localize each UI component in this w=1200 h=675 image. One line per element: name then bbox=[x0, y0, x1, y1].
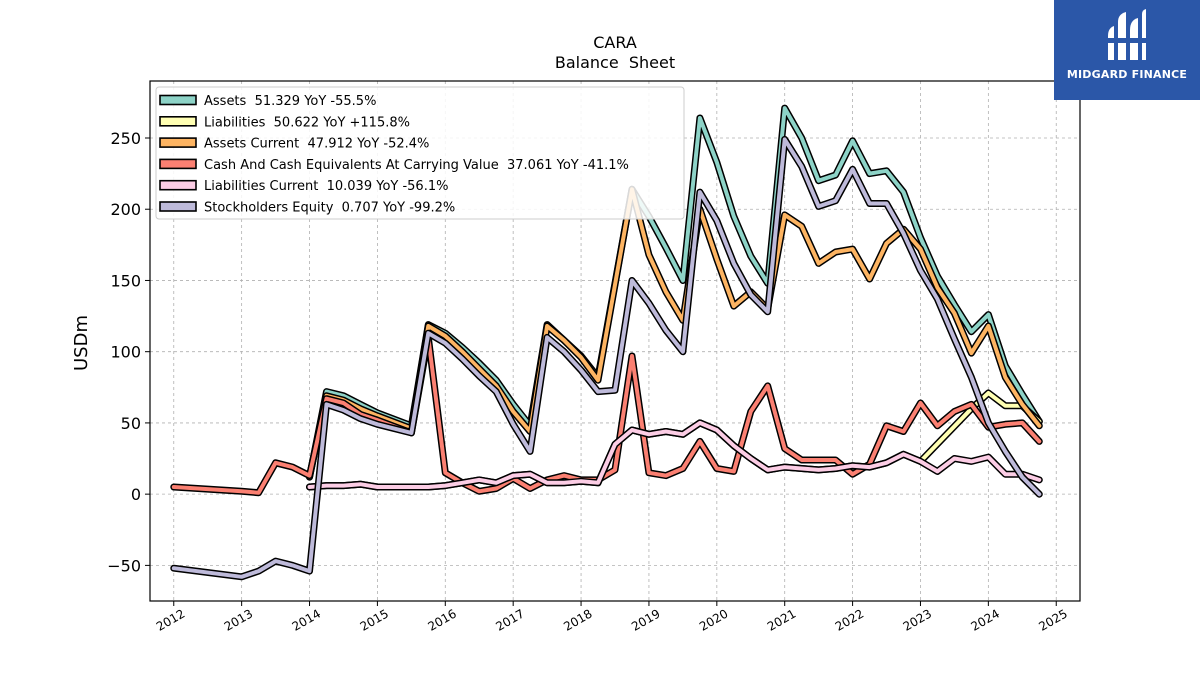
y-axis-label: USDm bbox=[71, 315, 92, 371]
chart-subtitle: Balance Sheet bbox=[555, 53, 675, 72]
series-line-5 bbox=[307, 420, 1042, 489]
logo-mark-icon bbox=[1106, 9, 1148, 60]
y-tick-label: 100 bbox=[110, 343, 141, 362]
series-lines bbox=[170, 104, 1043, 581]
legend-label: Assets 51.329 YoY -55.5% bbox=[204, 94, 376, 109]
series-line-6 bbox=[171, 137, 1042, 579]
legend-label: Liabilities Current 10.039 YoY -56.1% bbox=[204, 179, 448, 194]
y-tick-label: 150 bbox=[110, 271, 141, 290]
x-tick-label: 2013 bbox=[222, 606, 255, 633]
y-tick-label: 200 bbox=[110, 200, 141, 219]
legend-label: Assets Current 47.912 YoY -52.4% bbox=[204, 137, 429, 152]
legend-swatch bbox=[159, 158, 197, 170]
x-tick-label: 2012 bbox=[154, 606, 187, 633]
plot-frame bbox=[149, 80, 1081, 602]
x-tick-label: 2015 bbox=[358, 606, 391, 633]
legend-swatch bbox=[159, 201, 197, 212]
y-tick-label: −50 bbox=[107, 556, 141, 575]
x-tick-label: 2025 bbox=[1036, 606, 1069, 633]
y-tick-label: 50 bbox=[121, 414, 141, 433]
x-tick-label: 2020 bbox=[697, 606, 730, 633]
logo-text: MIDGARD FINANCE bbox=[1066, 68, 1188, 81]
legend: Assets 51.329 YoY -55.5% Liabilities 50.6… bbox=[155, 86, 685, 220]
y-tick-label: 250 bbox=[110, 129, 141, 148]
legend-label: Cash And Cash Equivalents At Carrying Va… bbox=[204, 158, 629, 173]
x-tick-label: 2023 bbox=[901, 606, 934, 633]
legend-label: Liabilities 50.622 YoY +115.8% bbox=[204, 115, 410, 130]
legend-swatch bbox=[159, 137, 197, 148]
x-tick-label: 2014 bbox=[290, 606, 323, 633]
series-line-4 bbox=[171, 335, 1042, 495]
legend-label: Stockholders Equity 0.707 YoY -99.2% bbox=[204, 201, 455, 216]
x-tick-label: 2022 bbox=[833, 606, 866, 633]
x-tick-label: 2016 bbox=[425, 606, 458, 633]
legend-swatch bbox=[159, 116, 197, 127]
legend-box bbox=[155, 86, 685, 220]
x-tick-label: 2018 bbox=[561, 606, 594, 633]
x-tick-label: 2017 bbox=[493, 606, 526, 633]
x-tick-label: 2019 bbox=[629, 606, 662, 633]
x-tick-label: 2024 bbox=[969, 606, 1002, 633]
x-tick-label: 2021 bbox=[765, 606, 798, 633]
y-tick-label: 0 bbox=[131, 485, 141, 504]
midgard-finance-logo: MIDGARD FINANCE bbox=[1054, 0, 1200, 100]
chart-title: CARA bbox=[593, 33, 637, 52]
legend-swatch bbox=[159, 179, 197, 191]
legend-swatch bbox=[159, 94, 197, 106]
